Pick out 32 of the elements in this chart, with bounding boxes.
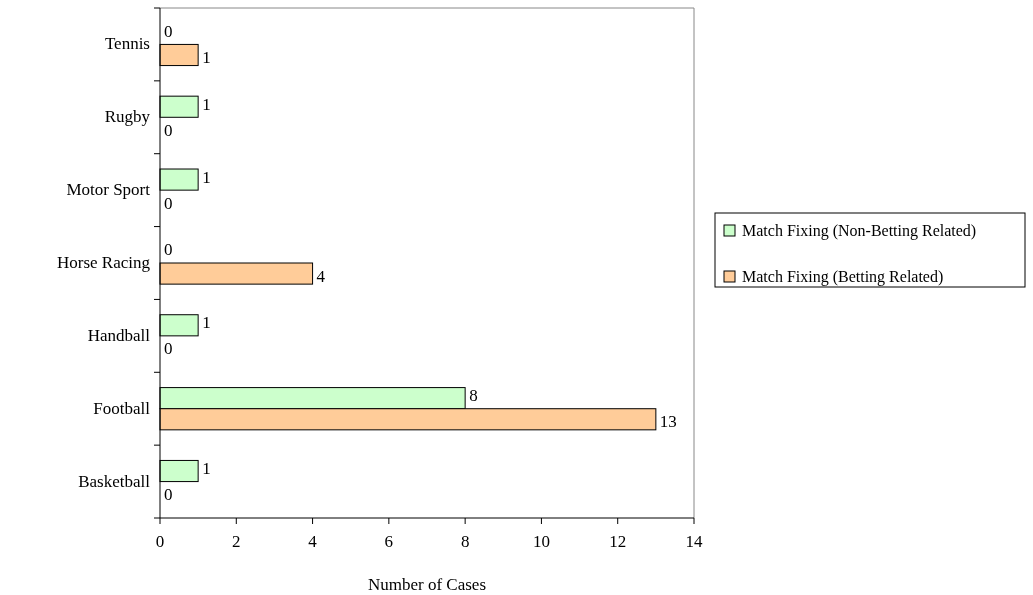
data-label: 1: [202, 459, 211, 479]
x-tick-label: 4: [308, 532, 318, 551]
data-label: 0: [164, 485, 173, 505]
x-tick-label: 10: [532, 532, 550, 551]
data-label: 1: [202, 313, 211, 333]
data-label: 1: [202, 47, 211, 67]
y-tick-label: Handball: [87, 325, 151, 345]
x-tick-label: 14: [685, 532, 703, 551]
y-tick-label: Basketball: [78, 471, 151, 491]
legend-label: Match Fixing (Non-Betting Related): [742, 222, 977, 240]
x-tick-label: 6: [384, 532, 394, 551]
y-tick-label: Horse Racing: [56, 253, 151, 272]
data-label: 0: [164, 21, 173, 41]
data-label: 0: [164, 193, 173, 213]
y-tick-label: Rugby: [104, 107, 151, 127]
x-tick-label: 8: [460, 532, 470, 551]
data-label: 0: [164, 240, 173, 260]
y-tick-label: Motor Sport: [66, 180, 151, 200]
x-tick-label: 0: [155, 532, 165, 551]
data-label: 4: [316, 266, 326, 286]
x-tick-label: 12: [609, 532, 627, 551]
data-label: 0: [164, 339, 173, 359]
x-tick-label: 2: [232, 532, 241, 551]
x-axis-title: Number of Cases: [367, 575, 487, 594]
data-label: 8: [469, 386, 478, 406]
y-tick-label: Tennis: [104, 34, 150, 54]
legend-label: Match Fixing (Betting Related): [742, 268, 944, 286]
data-label: 13: [659, 412, 677, 432]
y-tick-label: Football: [93, 398, 151, 418]
data-label: 1: [202, 94, 211, 114]
data-label: 0: [164, 120, 173, 140]
data-label: 1: [202, 167, 211, 187]
